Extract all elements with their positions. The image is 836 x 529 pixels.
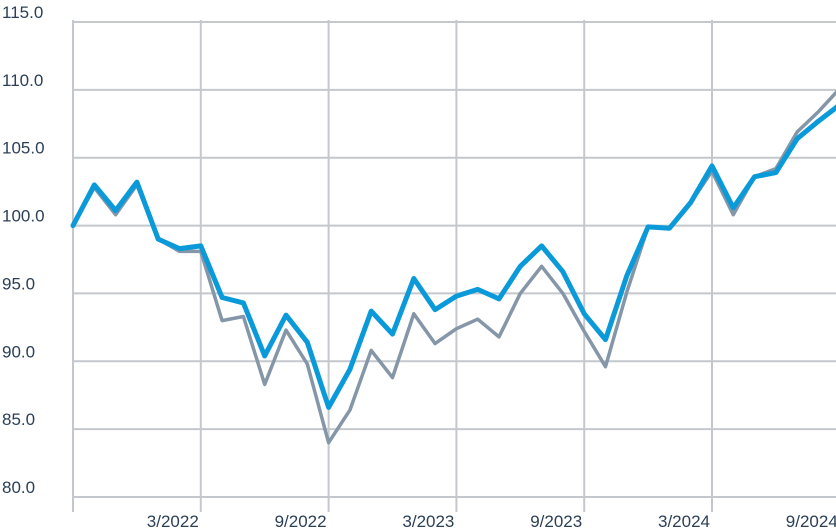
y-tick-label: 105.0: [2, 139, 45, 158]
series-line-1: [70, 104, 836, 410]
y-tick-label: 115.0: [2, 3, 43, 22]
y-tick-label: 85.0: [2, 410, 35, 429]
x-tick-label: 3/2023: [402, 512, 454, 529]
x-tick-label: 3/2022: [147, 512, 199, 529]
series-layer: [70, 90, 836, 445]
label-layer: 80.0 85.0 90.0 95.0 100.0 105.0 110.0 115.0 3/20…: [2, 3, 836, 529]
x-tick-label: 3/2024: [658, 512, 710, 529]
y-tick-label: 100.0: [2, 207, 45, 226]
y-tick-label: 80.0: [2, 478, 35, 497]
x-tick-label: 9/2022: [275, 512, 327, 529]
series-line-2: [71, 90, 836, 445]
y-tick-label: 90.0: [2, 342, 35, 361]
y-tick-label: 110.0: [2, 71, 43, 90]
y-tick-label: 95.0: [2, 274, 35, 293]
x-tick-label: 9/2024: [786, 512, 836, 529]
grid-layer: [72, 20, 836, 512]
x-tick-label: 9/2023: [530, 512, 582, 529]
